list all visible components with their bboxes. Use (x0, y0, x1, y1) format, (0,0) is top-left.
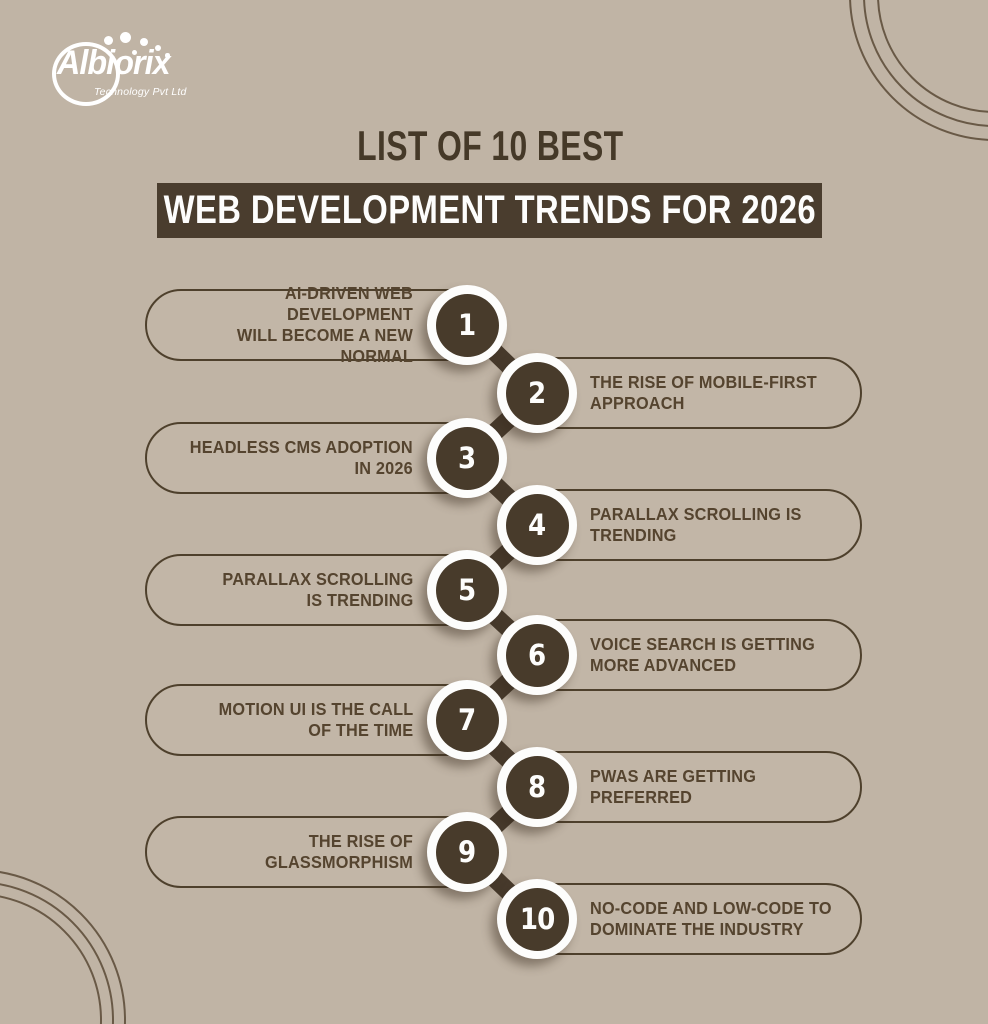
trend-number-badge-8: 8 (497, 747, 577, 827)
logo-dot-icon (165, 53, 170, 58)
badge-circle: 3 (435, 426, 499, 490)
trend-pill-3: HEADLESS CMS ADOPTION IN 2026 (145, 422, 491, 494)
trend-number-badge-2: 2 (497, 353, 577, 433)
trend-number-badge-9: 9 (427, 812, 507, 892)
badge-circle: 9 (435, 820, 499, 884)
trend-label-1: AI-DRIVEN WEB DEVELOPMENT WILL BECOME A … (236, 283, 413, 366)
trend-number-badge-10: 10 (497, 879, 577, 959)
albiorix-logo: Albiorix Technology Pvt Ltd (52, 26, 232, 106)
trend-number-badge-4: 4 (497, 485, 577, 565)
trend-pill-9: THE RISE OF GLASSMORPHISM (145, 816, 491, 888)
trend-pill-4: PARALLAX SCROLLING IS TRENDING (516, 489, 862, 561)
logo-dot-icon (140, 38, 148, 46)
logo-dot-icon (132, 50, 137, 55)
logo-dot-icon (104, 36, 113, 45)
brand-name: Albiorix (57, 44, 171, 82)
trend-label-5: PARALLAX SCROLLING IS TRENDING (221, 569, 413, 610)
trend-label-7: MOTION UI IS THE CALL OF THE TIME (218, 699, 413, 740)
trend-label-2: THE RISE OF MOBILE-FIRST APPROACH (590, 372, 817, 413)
trend-pill-5: PARALLAX SCROLLING IS TRENDING (145, 554, 491, 626)
trend-pill-2: THE RISE OF MOBILE-FIRST APPROACH (516, 357, 862, 429)
trend-pill-8: PWAS ARE GETTING PREFERRED (516, 751, 862, 823)
brand-tagline: Technology Pvt Ltd (94, 86, 187, 98)
page-title-banner: WEB DEVELOPMENT TRENDS FOR 2026 (157, 183, 822, 238)
badge-circle: 4 (505, 493, 569, 557)
badge-circle: 2 (505, 361, 569, 425)
trend-label-10: NO-CODE AND LOW-CODE TO DOMINATE THE IND… (590, 898, 832, 939)
badge-circle: 1 (435, 293, 499, 357)
logo-dot-icon (120, 32, 131, 43)
corner-arc-icon (0, 895, 102, 1024)
badge-circle: 6 (505, 623, 569, 687)
trend-label-3: HEADLESS CMS ADOPTION IN 2026 (189, 437, 413, 478)
trend-pill-10: NO-CODE AND LOW-CODE TO DOMINATE THE IND… (516, 883, 862, 955)
page-title-banner-text: WEB DEVELOPMENT TRENDS FOR 2026 (163, 188, 816, 232)
trend-pill-1: AI-DRIVEN WEB DEVELOPMENT WILL BECOME A … (145, 283, 491, 366)
logo-ring-icon (52, 42, 120, 106)
trend-number-badge-1: 1 (427, 285, 507, 365)
badge-circle: 10 (505, 887, 569, 951)
trend-number-badge-7: 7 (427, 680, 507, 760)
badge-circle: 5 (435, 558, 499, 622)
trend-pill-7: MOTION UI IS THE CALL OF THE TIME (145, 684, 491, 756)
trend-label-9: THE RISE OF GLASSMORPHISM (264, 831, 413, 872)
corner-arc-icon (0, 871, 126, 1024)
trend-number-badge-6: 6 (497, 615, 577, 695)
trend-label-6: VOICE SEARCH IS GETTING MORE ADVANCED (590, 634, 815, 675)
badge-circle: 7 (435, 688, 499, 752)
trend-label-4: PARALLAX SCROLLING IS TRENDING (590, 504, 802, 545)
corner-arc-icon (0, 883, 114, 1024)
logo-dot-icon (155, 45, 161, 51)
trend-number-badge-3: 3 (427, 418, 507, 498)
badge-circle: 8 (505, 755, 569, 819)
trend-label-8: PWAS ARE GETTING PREFERRED (590, 766, 757, 807)
page-title: LIST OF 10 BEST (356, 122, 624, 169)
trend-number-badge-5: 5 (427, 550, 507, 630)
